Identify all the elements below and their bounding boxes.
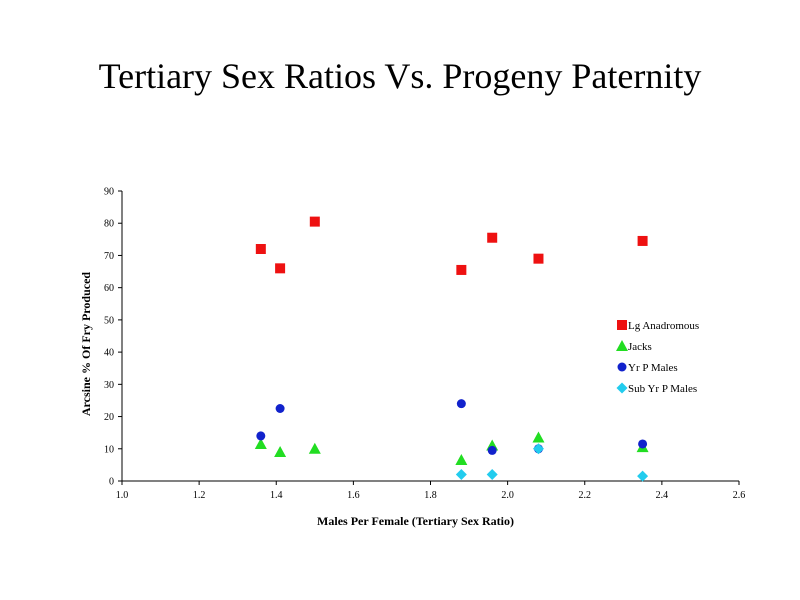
- x-tick-label: 1.8: [424, 490, 437, 501]
- legend-label-jacks: Jacks: [628, 341, 652, 353]
- y-tick-label: 70: [104, 251, 114, 262]
- y-tick-label: 90: [104, 187, 114, 198]
- x-tick-label: 1.6: [347, 490, 360, 501]
- x-axis-title: Males Per Female (Tertiary Sex Ratio): [317, 514, 514, 528]
- sub-yr-p-males-point: [486, 469, 498, 481]
- jacks-point: [254, 437, 267, 449]
- legend-label-yr-p-males: Yr P Males: [628, 362, 678, 374]
- x-tick-label: 2.0: [501, 490, 514, 501]
- jacks-point: [308, 442, 321, 454]
- x-tick-label: 1.2: [193, 490, 206, 501]
- y-tick-label: 60: [104, 283, 114, 294]
- yr-p-males-point: [275, 404, 285, 413]
- x-tick-label: 2.6: [733, 490, 746, 501]
- sub-yr-p-males-point: [637, 470, 649, 482]
- sub-yr-p-males-point: [455, 469, 467, 481]
- x-tick-label: 1.4: [270, 490, 283, 501]
- lg-anadromous-point: [456, 264, 467, 275]
- y-axis-title: Arcsine % Of Fry Produced: [79, 272, 93, 417]
- legend-marker-yr-p-males: [617, 362, 627, 372]
- chart-title: Tertiary Sex Ratios Vs. Progeny Paternit…: [98, 56, 702, 96]
- sub-yr-p-males-point: [532, 443, 544, 455]
- legend-marker-lg-anadromous: [617, 320, 627, 330]
- y-tick-label: 0: [109, 477, 114, 488]
- lg-anadromous-point: [275, 263, 286, 274]
- x-tick-label: 2.2: [579, 490, 592, 501]
- y-tick-label: 80: [104, 219, 114, 230]
- jacks-point: [274, 446, 287, 457]
- lg-anadromous-point: [637, 235, 648, 246]
- y-tick-label: 40: [104, 348, 114, 359]
- yr-p-males-point: [256, 431, 266, 441]
- yr-p-males-point: [487, 445, 497, 455]
- legend-marker-sub-yr-p-males: [616, 382, 628, 394]
- legend: Lg Anadromous Jacks Yr P Males Sub Yr P Mal…: [616, 320, 699, 395]
- jacks-point: [455, 454, 468, 466]
- lg-anadromous-point: [309, 216, 320, 227]
- axes: 0 10 20 30 40 50 60 70 80 90 1.0 1.2 1.4 1.6 1.8 2.0 2.2…: [79, 187, 745, 529]
- legend-label-lg-anadromous: Lg Anadromous: [628, 320, 699, 332]
- jacks-point: [532, 431, 545, 443]
- legend-label-sub-yr-p-males: Sub Yr P Males: [628, 383, 697, 395]
- y-tick-label: 20: [104, 412, 114, 423]
- y-tick-label: 50: [104, 315, 114, 326]
- legend-marker-jacks: [616, 340, 628, 351]
- y-tick-label: 30: [104, 380, 114, 391]
- yr-p-males-point: [456, 399, 466, 409]
- yr-p-males-point: [638, 439, 648, 449]
- lg-anadromous-point: [533, 253, 544, 264]
- lg-anadromous-point: [255, 244, 266, 254]
- x-tick-label: 2.4: [656, 490, 669, 501]
- y-tick-label: 10: [104, 444, 114, 455]
- lg-anadromous-point: [487, 232, 498, 243]
- data-points: [254, 216, 649, 482]
- x-tick-label: 1.0: [116, 490, 129, 501]
